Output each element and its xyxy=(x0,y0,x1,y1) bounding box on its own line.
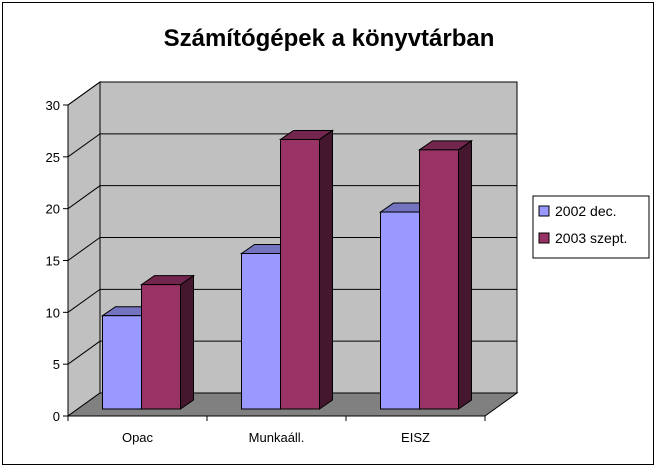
bar-side xyxy=(458,139,472,410)
bar-front xyxy=(102,315,142,410)
x-tick-label: Munkaáll. xyxy=(249,430,305,445)
bar xyxy=(278,129,335,410)
legend-label: 2002 dec. xyxy=(555,203,617,219)
legend-label: 2003 szept. xyxy=(555,230,627,246)
y-tick-label: 30 xyxy=(46,98,60,113)
x-tick-label: EISZ xyxy=(401,430,430,445)
y-tick-label: 20 xyxy=(46,202,60,217)
gridline xyxy=(67,288,517,313)
legend: 2002 dec. 2003 szept. xyxy=(532,195,650,259)
bar-front xyxy=(280,138,320,410)
y-tick-label: 0 xyxy=(53,409,60,424)
gridline xyxy=(67,340,517,365)
gridline xyxy=(67,185,517,210)
bar xyxy=(139,274,196,410)
plot-area: 0 5 10 15 20 25 30 Opac Munkaáll. EISZ xyxy=(46,81,519,445)
bar-front xyxy=(141,284,181,410)
y-tick-label: 25 xyxy=(46,150,60,165)
gridline xyxy=(67,81,517,106)
chart-title: Számítógépek a könyvtárban xyxy=(164,25,495,52)
legend-swatch xyxy=(538,232,550,244)
gridline xyxy=(67,133,517,158)
y-tick-label: 15 xyxy=(46,254,60,269)
y-tick-label: 10 xyxy=(46,305,60,320)
bar-front xyxy=(419,149,459,410)
x-tick-label: Opac xyxy=(122,430,154,445)
legend-box xyxy=(532,195,650,259)
bar xyxy=(417,139,474,410)
bar-front xyxy=(241,253,281,410)
legend-swatch xyxy=(538,205,550,217)
bar-side xyxy=(319,129,333,410)
y-tick-label: 5 xyxy=(53,357,60,372)
gridline xyxy=(67,237,517,261)
bar-side xyxy=(180,274,194,410)
bar-front xyxy=(380,211,420,410)
